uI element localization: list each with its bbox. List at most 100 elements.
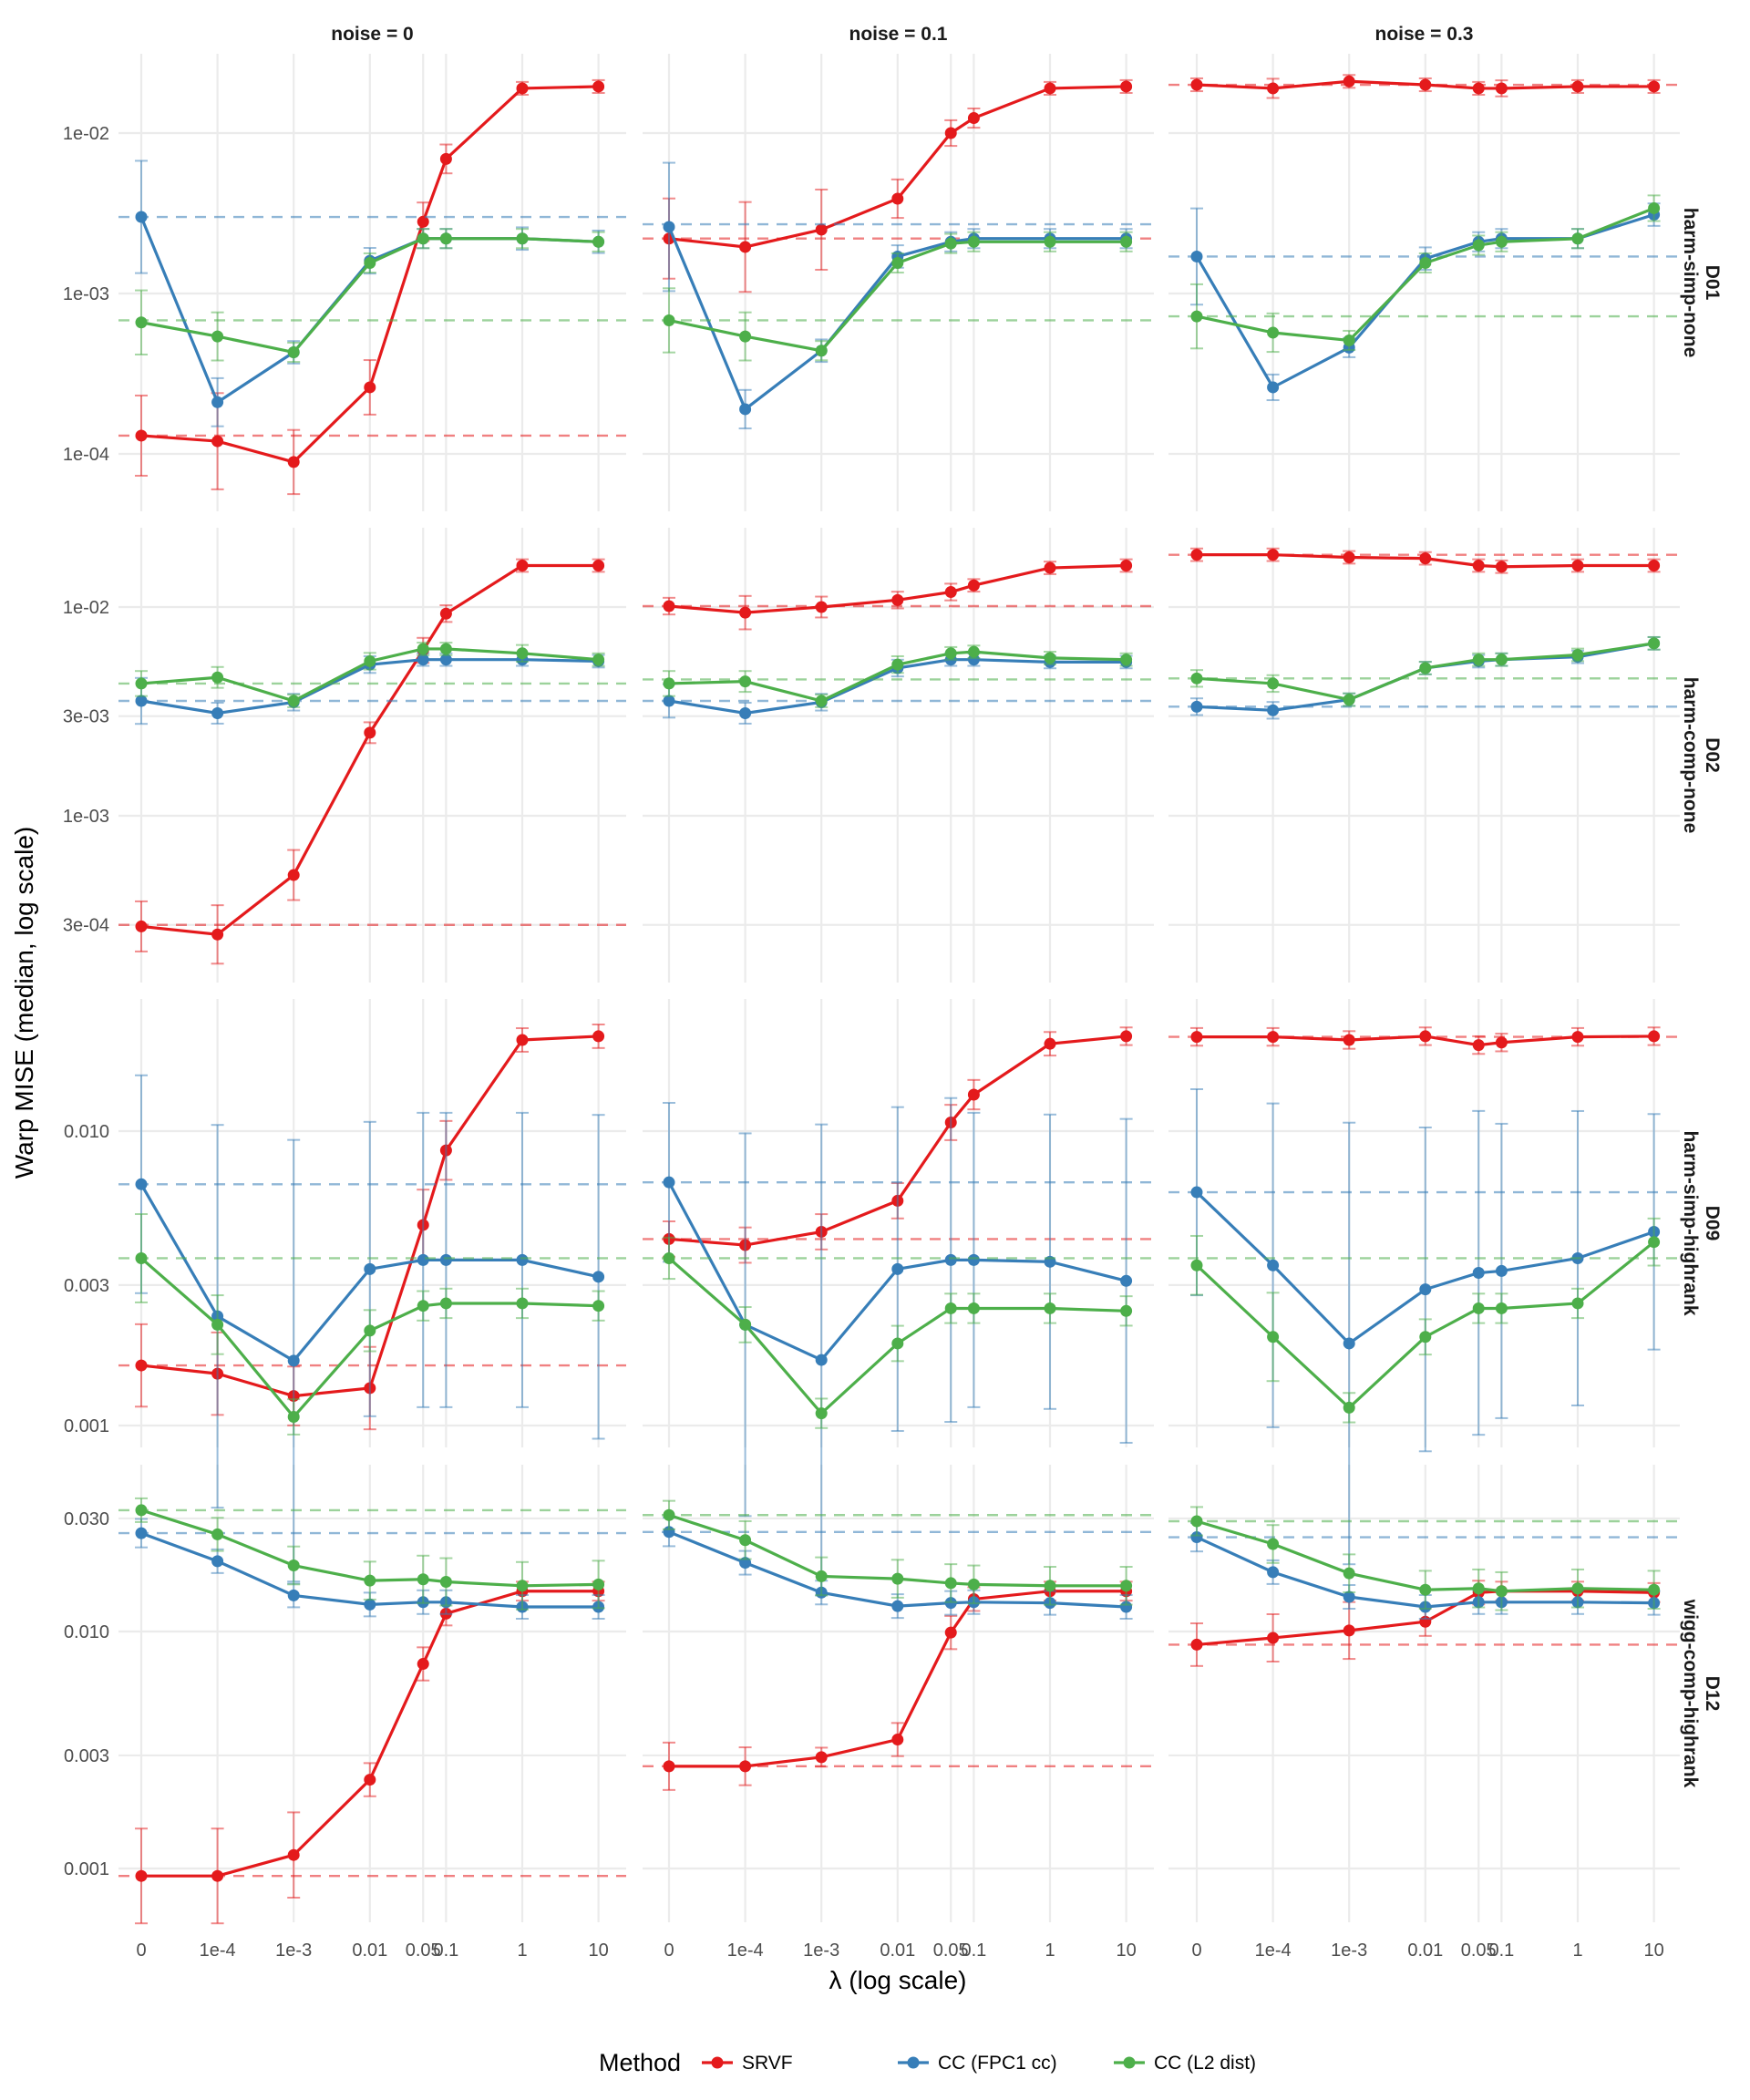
- x-tick-label: 0.01: [880, 1940, 915, 1961]
- data-point: [663, 677, 675, 690]
- data-point: [1648, 637, 1661, 650]
- data-point: [1571, 1031, 1584, 1044]
- data-point: [364, 654, 376, 667]
- data-point: [1648, 201, 1661, 214]
- data-point: [417, 1253, 429, 1266]
- data-point: [211, 330, 224, 343]
- data-point: [1120, 1580, 1133, 1592]
- series-line: [1196, 1519, 1654, 1593]
- data-point: [1190, 250, 1203, 262]
- data-point: [1571, 80, 1584, 93]
- panel-D01-col2: [1168, 74, 1680, 402]
- data-point: [516, 560, 529, 572]
- data-point: [417, 1573, 429, 1586]
- data-point: [967, 645, 980, 658]
- data-point: [287, 456, 300, 468]
- data-point: [1419, 257, 1432, 270]
- data-point: [1648, 1030, 1661, 1043]
- data-point: [1120, 80, 1133, 93]
- x-tick-label: 0.01: [1407, 1940, 1443, 1961]
- row-strip-id: D09: [1702, 1206, 1723, 1241]
- row-strip-label: D12wigg-comp-highrank: [1680, 1599, 1723, 1788]
- data-point: [1267, 326, 1280, 339]
- y-tick-label: 0.010: [64, 1622, 109, 1642]
- x-tick-label: 10: [588, 1940, 608, 1961]
- data-point: [815, 1751, 828, 1764]
- x-tick-label: 0.01: [352, 1940, 387, 1961]
- data-point: [1120, 654, 1133, 666]
- data-point: [417, 654, 429, 666]
- data-point: [516, 1034, 529, 1046]
- data-point: [1472, 239, 1485, 252]
- data-point: [739, 606, 752, 619]
- data-point: [287, 1589, 300, 1601]
- series-line: [140, 1508, 599, 1588]
- x-tick-label: 1e-3: [275, 1940, 312, 1961]
- row-strip-id: D01: [1702, 265, 1723, 301]
- data-point: [592, 235, 605, 248]
- data-point: [663, 1508, 675, 1521]
- data-point: [1267, 1331, 1280, 1343]
- data-point: [1472, 560, 1485, 572]
- data-point: [891, 658, 904, 671]
- x-tick-label: 1: [517, 1940, 527, 1961]
- data-point: [1495, 1302, 1508, 1314]
- x-tick-label: 0: [136, 1940, 146, 1961]
- data-point: [439, 232, 452, 245]
- data-point: [287, 1411, 300, 1424]
- data-point: [592, 1030, 605, 1043]
- data-point: [1120, 1304, 1133, 1317]
- row-strip-label: D09harm-simp-highrank: [1680, 1130, 1723, 1315]
- data-point: [135, 695, 148, 707]
- data-point: [287, 1560, 300, 1572]
- data-point: [417, 215, 429, 228]
- data-point: [1419, 78, 1432, 91]
- data-point: [1120, 235, 1133, 248]
- data-point: [1267, 704, 1280, 716]
- data-point: [1419, 1331, 1432, 1343]
- data-point: [439, 1253, 452, 1266]
- x-tick-label: 0.1: [433, 1940, 458, 1961]
- data-point: [1267, 381, 1280, 394]
- data-point: [287, 1354, 300, 1367]
- y-tick-label: 0.001: [64, 1859, 109, 1879]
- data-point: [1571, 232, 1584, 245]
- data-point: [1267, 1031, 1280, 1044]
- data-point: [815, 345, 828, 357]
- data-point: [944, 1577, 957, 1590]
- data-point: [135, 1869, 148, 1882]
- data-point: [1571, 1582, 1584, 1595]
- y-tick-label: 0.030: [64, 1509, 109, 1529]
- data-point: [1571, 1297, 1584, 1310]
- series-line: [668, 1035, 1127, 1247]
- data-point: [211, 435, 224, 448]
- data-point: [739, 330, 752, 343]
- panel-D01-col1: [643, 78, 1154, 430]
- data-point: [364, 1262, 376, 1275]
- data-point: [211, 928, 224, 941]
- panel-D02-col1: [643, 558, 1154, 725]
- data-point: [364, 1574, 376, 1587]
- data-point: [663, 695, 675, 707]
- data-point: [1190, 1031, 1203, 1044]
- data-point: [364, 1774, 376, 1786]
- data-point: [287, 1848, 300, 1861]
- data-point: [891, 192, 904, 205]
- data-point: [1044, 1302, 1056, 1314]
- data-point: [1190, 672, 1203, 685]
- data-point: [1343, 1034, 1355, 1046]
- series-line: [1196, 79, 1654, 90]
- x-tick-label: 1e-4: [200, 1940, 236, 1961]
- series-line: [668, 563, 1127, 614]
- data-point: [417, 643, 429, 655]
- data-point: [135, 1359, 148, 1372]
- row-strip-label: D01harm-simp-none: [1680, 208, 1723, 358]
- data-point: [592, 1578, 605, 1590]
- x-tick-label: 0: [1191, 1940, 1201, 1961]
- row-strip-id: D12: [1702, 1676, 1723, 1712]
- panel-D02-col2: [1168, 547, 1680, 720]
- data-point: [967, 235, 980, 248]
- panel-D12-col2: [1168, 1506, 1680, 1667]
- y-tick-label: 0.003: [64, 1276, 109, 1296]
